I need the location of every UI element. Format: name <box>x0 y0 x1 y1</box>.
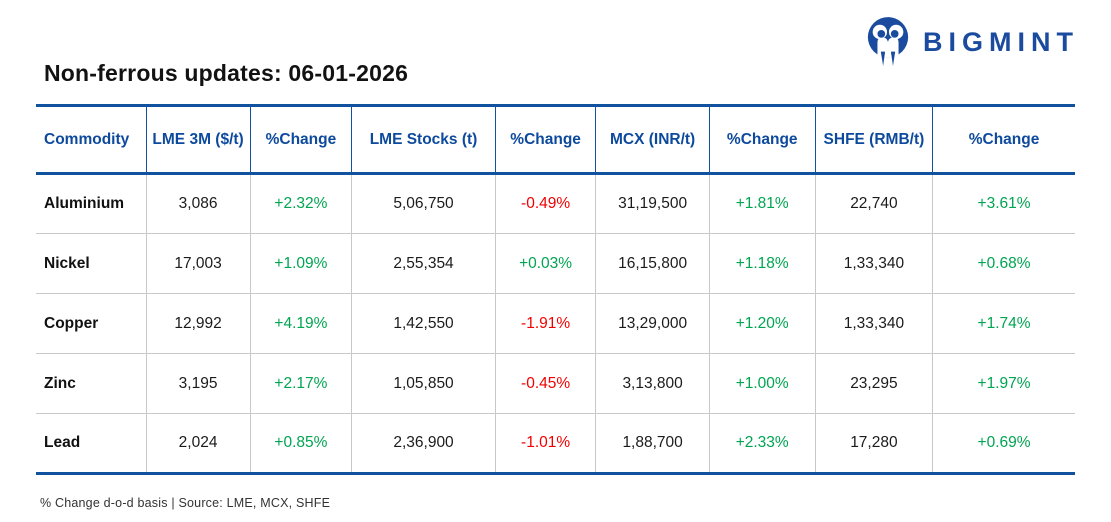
change-cell: +0.03% <box>494 233 596 294</box>
change-cell: +1.20% <box>708 293 816 354</box>
value-cell: 13,29,000 <box>595 293 710 354</box>
column-header-stocks-change: %Change <box>494 105 596 175</box>
value-cell: 1,33,340 <box>814 293 933 354</box>
table-row-zinc: Zinc 3,195 +2.17% 1,05,850 -0.45% 3,13,8… <box>36 353 1075 414</box>
column-header-shfe-change: %Change <box>932 105 1075 175</box>
brand-name: BIGMINT <box>923 26 1079 57</box>
change-cell: +2.33% <box>708 413 816 474</box>
value-cell: 1,05,850 <box>351 353 496 414</box>
change-cell: +1.00% <box>708 353 816 414</box>
commodity-cell: Zinc <box>36 353 147 414</box>
column-header-commodity: Commodity <box>36 105 147 175</box>
table-row-aluminium: Aluminium 3,086 +2.32% 5,06,750 -0.49% 3… <box>36 173 1075 234</box>
column-header-shfe: SHFE (RMB/t) <box>814 105 933 175</box>
value-cell: 31,19,500 <box>595 173 710 234</box>
value-cell: 2,55,354 <box>351 233 496 294</box>
brand-logo: BIGMINT <box>865 16 1079 68</box>
commodity-cell: Copper <box>36 293 147 354</box>
table-row-copper: Copper 12,992 +4.19% 1,42,550 -1.91% 13,… <box>36 293 1075 354</box>
value-cell: 2,024 <box>145 413 251 474</box>
page-title: Non-ferrous updates: 06-01-2026 <box>44 60 409 86</box>
footnote: % Change d-o-d basis | Source: LME, MCX,… <box>40 496 331 510</box>
value-cell: 1,33,340 <box>814 233 933 294</box>
value-cell: 1,42,550 <box>351 293 496 354</box>
change-cell: -1.01% <box>494 413 596 474</box>
commodity-cell: Lead <box>36 413 147 474</box>
value-cell: 23,295 <box>814 353 933 414</box>
table-row-lead: Lead 2,024 +0.85% 2,36,900 -1.01% 1,88,7… <box>36 413 1075 474</box>
bigmint-walrus-icon <box>867 17 909 66</box>
value-cell: 3,13,800 <box>595 353 710 414</box>
change-cell: +1.97% <box>932 353 1075 414</box>
value-cell: 2,36,900 <box>351 413 496 474</box>
change-cell: +2.32% <box>249 173 352 234</box>
column-header-lme-3m: LME 3M ($/t) <box>145 105 251 175</box>
change-cell: +0.68% <box>932 233 1075 294</box>
change-cell: -1.91% <box>494 293 596 354</box>
column-header-lme-stocks: LME Stocks (t) <box>351 105 496 175</box>
change-cell: +0.85% <box>249 413 352 474</box>
value-cell: 5,06,750 <box>351 173 496 234</box>
value-cell: 16,15,800 <box>595 233 710 294</box>
commodity-table: Commodity LME 3M ($/t) %Change LME Stock… <box>36 104 1075 475</box>
value-cell: 3,086 <box>145 173 251 234</box>
change-cell: +2.17% <box>249 353 352 414</box>
commodity-table-container: Commodity LME 3M ($/t) %Change LME Stock… <box>36 104 1075 475</box>
column-header-mcx: MCX (INR/t) <box>595 105 710 175</box>
change-cell: -0.45% <box>494 353 596 414</box>
change-cell: -0.49% <box>494 173 596 234</box>
change-cell: +1.09% <box>249 233 352 294</box>
change-cell: +1.18% <box>708 233 816 294</box>
value-cell: 12,992 <box>145 293 251 354</box>
value-cell: 17,280 <box>814 413 933 474</box>
column-header-lme-change: %Change <box>249 105 352 175</box>
table-header-row: Commodity LME 3M ($/t) %Change LME Stock… <box>36 105 1075 175</box>
change-cell: +1.81% <box>708 173 816 234</box>
value-cell: 17,003 <box>145 233 251 294</box>
table-row-nickel: Nickel 17,003 +1.09% 2,55,354 +0.03% 16,… <box>36 233 1075 294</box>
value-cell: 1,88,700 <box>595 413 710 474</box>
change-cell: +4.19% <box>249 293 352 354</box>
commodity-cell: Aluminium <box>44 195 125 212</box>
change-cell: +0.69% <box>932 413 1075 474</box>
value-cell: 3,195 <box>145 353 251 414</box>
value-cell: 22,740 <box>814 173 933 234</box>
change-cell: +1.74% <box>932 293 1075 354</box>
change-cell: +3.61% <box>932 173 1075 234</box>
commodity-cell: Nickel <box>36 233 147 294</box>
column-header-mcx-change: %Change <box>708 105 816 175</box>
